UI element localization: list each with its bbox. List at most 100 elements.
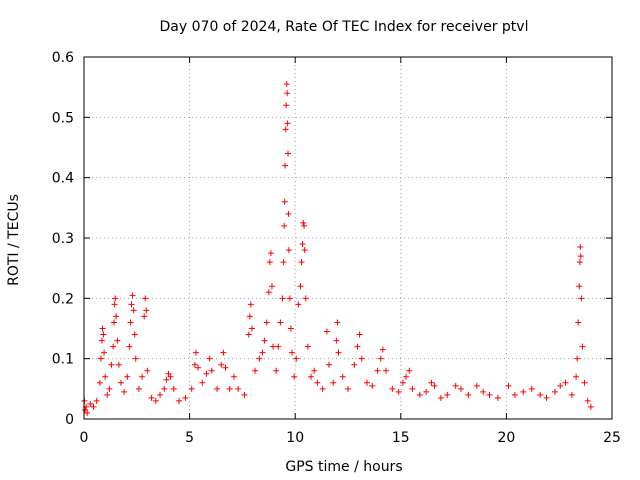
data-point xyxy=(358,355,365,362)
data-point xyxy=(377,355,384,362)
data-point xyxy=(302,295,309,302)
data-point xyxy=(379,346,386,353)
data-point xyxy=(114,337,121,344)
data-point xyxy=(275,343,282,350)
data-point xyxy=(131,331,138,338)
data-point xyxy=(289,349,296,356)
data-point xyxy=(505,382,512,389)
data-point xyxy=(106,385,113,392)
data-point xyxy=(577,253,584,260)
data-point xyxy=(230,373,237,380)
data-point xyxy=(285,150,292,157)
data-point xyxy=(141,313,148,320)
data-point xyxy=(282,126,289,133)
data-point xyxy=(334,319,341,326)
data-point xyxy=(416,391,423,398)
data-point xyxy=(300,219,307,226)
data-point xyxy=(252,367,259,374)
data-point xyxy=(543,394,550,401)
data-point xyxy=(284,90,291,97)
data-point xyxy=(214,385,221,392)
data-point xyxy=(452,382,459,389)
data-point xyxy=(298,259,305,266)
data-point xyxy=(261,337,268,344)
data-point xyxy=(110,343,117,350)
x-tick-label: 20 xyxy=(497,430,515,446)
data-point xyxy=(170,385,177,392)
data-point xyxy=(403,373,410,380)
data-point xyxy=(578,295,585,302)
data-point xyxy=(568,391,575,398)
data-point xyxy=(351,361,358,368)
data-point xyxy=(248,325,255,332)
data-point xyxy=(383,367,390,374)
data-point xyxy=(364,379,371,386)
data-point xyxy=(203,370,210,377)
data-point xyxy=(293,355,300,362)
data-point xyxy=(528,385,535,392)
data-point xyxy=(428,379,435,386)
data-point xyxy=(280,259,287,266)
data-point xyxy=(473,382,480,389)
data-point xyxy=(195,364,202,371)
data-point xyxy=(279,295,286,302)
y-tick-label: 0 xyxy=(65,412,74,428)
y-tick-label: 0.2 xyxy=(52,291,74,307)
y-axis-label: ROTI / TECUs xyxy=(6,194,22,286)
data-point xyxy=(256,355,263,362)
data-point xyxy=(218,361,225,368)
data-point xyxy=(104,391,111,398)
data-point xyxy=(494,394,501,401)
data-point xyxy=(84,409,91,416)
data-point xyxy=(112,295,119,302)
data-point xyxy=(330,379,337,386)
data-point xyxy=(291,373,298,380)
data-point xyxy=(369,382,376,389)
data-point xyxy=(206,355,213,362)
data-point xyxy=(333,337,340,344)
data-point xyxy=(90,403,97,410)
data-point xyxy=(295,301,302,308)
data-point xyxy=(323,328,330,335)
data-point xyxy=(87,400,94,407)
data-point xyxy=(111,301,118,308)
data-point xyxy=(431,382,438,389)
data-point xyxy=(406,367,413,374)
data-point xyxy=(335,349,342,356)
marks-layer xyxy=(81,81,594,416)
data-point xyxy=(557,382,564,389)
data-point xyxy=(304,343,311,350)
data-point xyxy=(102,373,109,380)
data-point xyxy=(345,385,351,392)
data-point xyxy=(283,102,290,109)
y-tick-label: 0.6 xyxy=(52,50,74,66)
data-point xyxy=(148,394,155,401)
data-point xyxy=(537,391,544,398)
data-point xyxy=(287,325,294,332)
data-point xyxy=(127,319,134,326)
data-point xyxy=(139,373,146,380)
data-point xyxy=(128,301,135,308)
data-point xyxy=(573,373,580,380)
data-point xyxy=(199,379,206,386)
data-point xyxy=(283,81,290,88)
data-point xyxy=(144,367,151,374)
data-point xyxy=(480,388,487,395)
x-tick-label: 5 xyxy=(185,430,194,446)
data-point xyxy=(444,391,451,398)
data-point xyxy=(110,319,117,326)
data-point xyxy=(152,397,159,404)
data-point xyxy=(167,373,174,380)
data-point xyxy=(161,385,168,392)
data-point xyxy=(245,331,252,338)
x-tick-label: 25 xyxy=(603,430,621,446)
data-point xyxy=(108,361,115,368)
data-point xyxy=(270,343,277,350)
data-point xyxy=(339,373,346,380)
data-point xyxy=(100,331,107,338)
data-point xyxy=(356,331,363,338)
data-point xyxy=(192,349,199,356)
data-point xyxy=(226,385,233,392)
x-tick-label: 0 xyxy=(80,430,89,446)
data-point xyxy=(96,379,103,386)
